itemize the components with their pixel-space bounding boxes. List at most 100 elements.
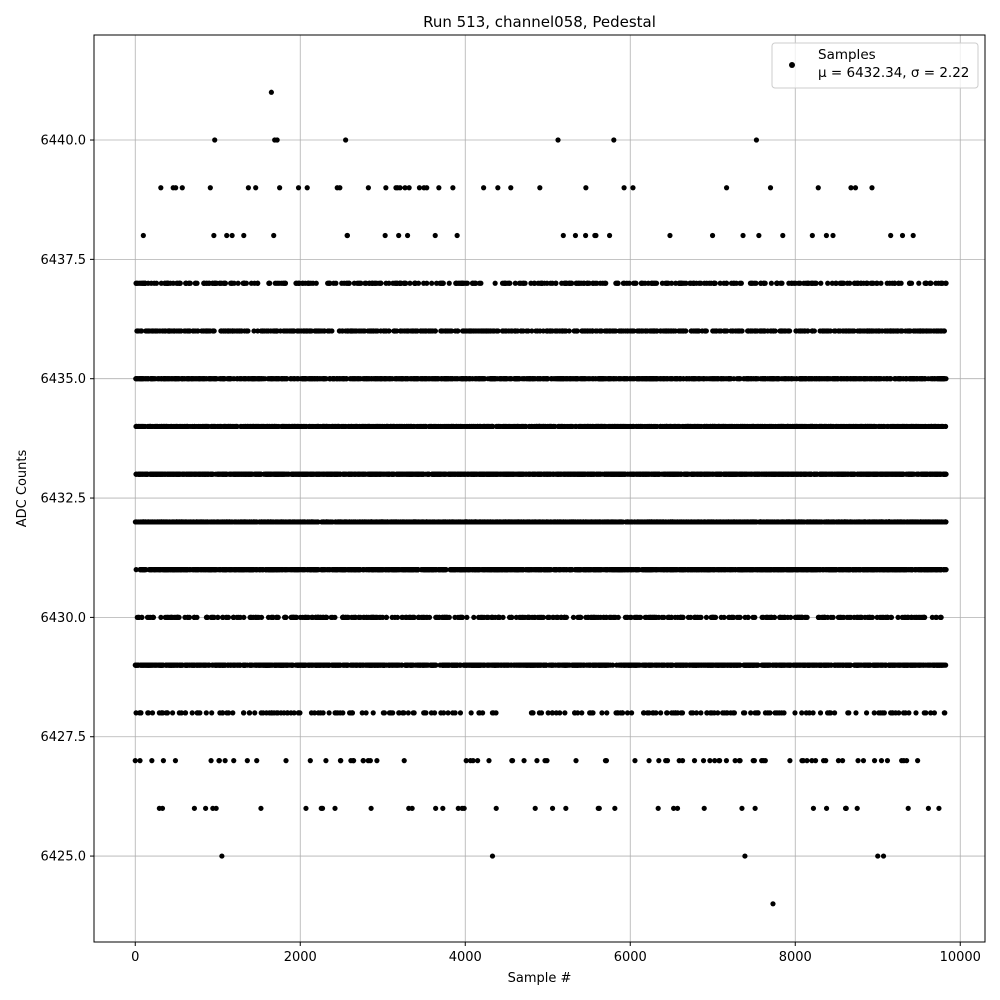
sample-point [462,662,468,668]
sample-point [835,662,842,668]
sample-point [632,758,638,764]
sample-point [300,662,306,668]
sample-point [901,567,907,573]
sample-point [569,662,575,668]
sample-point [581,662,587,668]
sample-point [911,662,917,668]
sample-point [494,662,500,668]
sample-point [374,758,380,764]
sample-point [835,758,842,764]
sample-point [133,710,139,716]
sample-point [324,614,330,620]
sample-point [923,662,929,668]
sample-point [906,710,912,716]
sample-point [734,662,740,668]
sample-point [545,710,551,716]
sample-point [693,614,699,620]
sample-point [867,567,874,573]
sample-point [678,614,684,620]
sample-point [700,758,707,764]
sample-point [333,710,339,716]
sample-point [156,710,162,716]
sample-point [600,614,607,620]
sample-point [337,662,343,668]
sample-point [759,614,765,620]
sample-point [901,614,907,620]
sample-point [557,662,563,668]
sample-point [703,614,710,620]
sample-point [650,710,657,716]
sample-point [150,614,156,620]
sample-point [602,662,608,668]
sample-point [672,614,678,620]
sample-point [137,758,143,764]
sample-point [853,710,859,716]
sample-point [276,662,282,668]
sample-point [726,614,732,620]
sample-point [488,614,495,620]
sample-point [433,805,439,811]
sample-point [349,710,356,716]
sample-point [651,567,658,573]
sample-point [312,614,319,620]
sample-point [593,662,599,668]
sample-point [707,758,713,764]
sample-point [133,567,139,573]
sample-point [452,614,458,620]
sample-point [622,614,629,620]
sample-point [788,614,794,620]
sample-point [292,567,298,573]
sample-point [477,662,483,668]
sample-point [520,614,526,620]
sample-point [283,758,289,764]
sample-point [373,567,379,573]
sample-point [814,567,820,573]
sample-point [371,614,377,620]
sample-point [475,758,481,764]
sample-point [626,662,632,668]
sample-point [208,758,214,764]
sample-point [319,567,325,573]
sample-point [672,567,678,573]
sample-point [207,567,213,573]
sample-point [537,662,543,668]
sample-point [440,662,446,668]
sample-point [405,710,411,716]
sample-point [572,567,578,573]
sample-point [195,662,201,668]
sample-point [767,710,773,716]
sample-point [398,567,404,573]
sample-point [876,662,882,668]
sample-point [865,662,871,668]
sample-point [546,567,553,573]
sample-point [800,662,806,668]
sample-point [355,567,361,573]
sample-point [231,758,237,764]
sample-point [781,710,787,716]
sample-point [773,662,780,668]
sample-point [587,662,593,668]
sample-point [653,662,659,668]
sample-point [216,567,223,573]
sample-point [829,567,836,573]
sample-point [461,805,467,811]
sample-point [326,710,332,716]
sample-point [573,758,579,764]
sample-point [782,614,788,620]
sample-point [850,567,856,573]
sample-point [440,805,446,811]
sample-point [937,567,943,573]
sample-point [305,614,311,620]
sample-point [665,614,671,620]
sample-point [147,662,154,668]
sample-point [611,567,617,573]
sample-point [711,614,717,620]
sample-point [905,805,911,811]
sample-point [553,567,560,573]
sample-point [513,614,519,620]
sample-point [545,614,551,620]
sample-point [258,805,264,811]
sample-point [344,614,350,620]
sample-point [388,710,394,716]
sample-point [184,614,191,620]
